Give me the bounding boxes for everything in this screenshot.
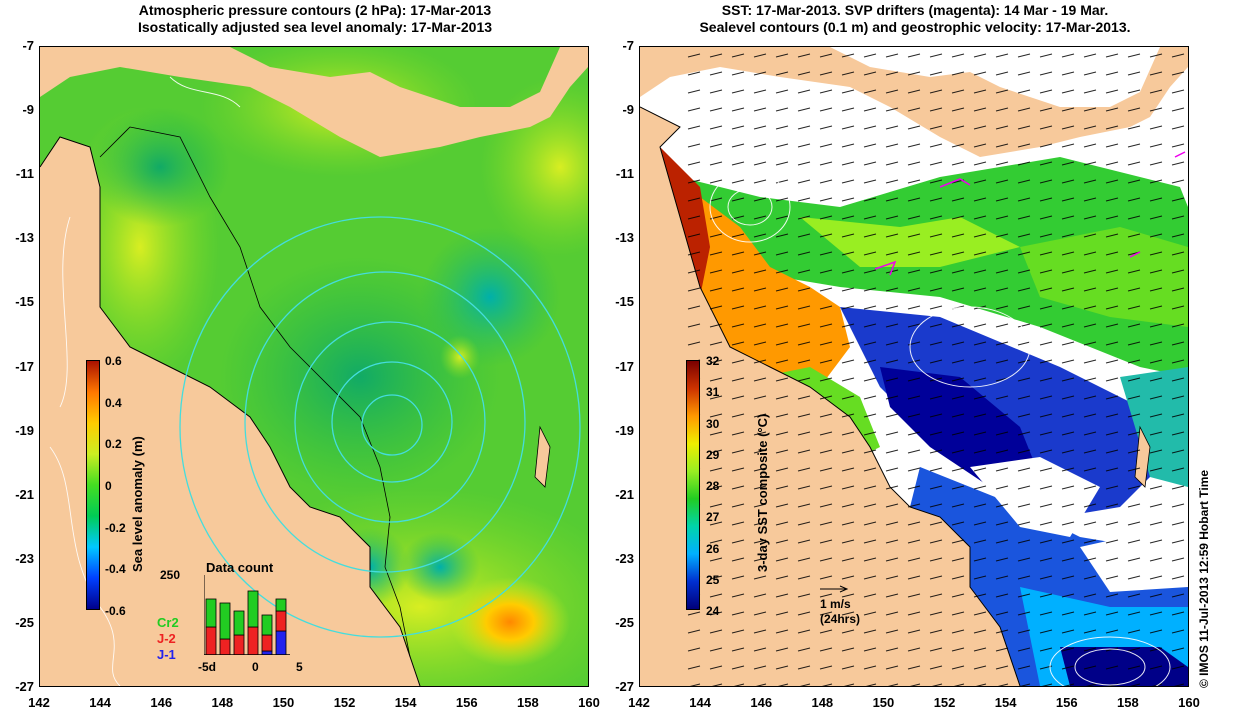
right-y-tick: -27 bbox=[615, 679, 634, 694]
left-y-tick: -21 bbox=[15, 486, 34, 502]
right-y-tick: -13 bbox=[615, 230, 634, 246]
right-y-tick: -23 bbox=[615, 550, 634, 566]
data-count-bar-green bbox=[275, 598, 287, 612]
colorbar-tick: 30 bbox=[706, 416, 720, 431]
left-x-tick: 158 bbox=[517, 695, 539, 710]
left-y-tick: -13 bbox=[15, 230, 34, 246]
data-count-chart bbox=[204, 575, 290, 655]
data-count-bar-red bbox=[261, 634, 273, 652]
data-count-xtick-0: -5d bbox=[198, 660, 216, 674]
colorbar-tick: 31 bbox=[706, 385, 720, 400]
data-count-bar-green bbox=[219, 602, 231, 640]
colorbar-tick: 0.4 bbox=[105, 395, 122, 410]
left-x-tick: 148 bbox=[211, 695, 234, 710]
sea-level-anomaly-map bbox=[39, 46, 589, 687]
left-y-tick: -25 bbox=[15, 614, 34, 630]
legend-j1: J-1 bbox=[157, 647, 176, 662]
data-count-bar-red bbox=[247, 626, 259, 655]
data-count-bar-green bbox=[205, 598, 217, 628]
left-y-tick: -15 bbox=[15, 294, 34, 310]
legend-j2: J-2 bbox=[157, 631, 176, 646]
left-x-tick: 156 bbox=[455, 695, 478, 710]
right-x-tick: 158 bbox=[1117, 695, 1139, 710]
right-y-tick: -21 bbox=[615, 486, 634, 502]
right-y-tick: -9 bbox=[622, 102, 634, 118]
right-x-tick: 150 bbox=[872, 695, 895, 710]
scale-arrow-icon bbox=[820, 585, 849, 593]
data-count-bar-red bbox=[219, 638, 231, 655]
data-count-bar-green bbox=[247, 590, 259, 628]
right-panel-title: SST: 17-Mar-2013. SVP drifters (magenta)… bbox=[640, 2, 1190, 36]
legend-cr2: Cr2 bbox=[157, 615, 179, 630]
left-panel-title: Atmospheric pressure contours (2 hPa): 1… bbox=[40, 2, 590, 36]
right-y-tick: -7 bbox=[622, 38, 634, 53]
left-colorbar bbox=[86, 360, 100, 610]
colorbar-tick: 28 bbox=[706, 479, 720, 493]
data-count-bar-red bbox=[205, 626, 217, 655]
data-count-xtick-2: 5 bbox=[296, 660, 303, 674]
right-title-line1: SST: 17-Mar-2013. SVP drifters (magenta)… bbox=[721, 2, 1109, 18]
data-count-ymax: 250 bbox=[160, 568, 181, 582]
colorbar-tick: 25 bbox=[706, 572, 720, 587]
left-x-tick: 144 bbox=[89, 695, 111, 710]
left-x-tick: 142 bbox=[28, 695, 50, 710]
data-count-bar-red bbox=[275, 610, 287, 632]
right-y-tick: -19 bbox=[615, 422, 634, 438]
right-x-tick: 144 bbox=[689, 695, 711, 710]
colorbar-tick: 0 bbox=[105, 479, 112, 493]
right-x-tick: 146 bbox=[750, 695, 773, 710]
left-x-tick: 146 bbox=[150, 695, 173, 710]
right-x-tick: 152 bbox=[933, 695, 956, 710]
right-x-tick: 148 bbox=[811, 695, 834, 710]
left-colorbar-label: Sea level anomaly (m) bbox=[130, 436, 145, 572]
colorbar-tick: -0.4 bbox=[105, 562, 126, 577]
data-count-bar-blue bbox=[275, 630, 287, 655]
right-y-tick: -15 bbox=[615, 294, 634, 310]
colorbar-tick: 26 bbox=[706, 541, 720, 556]
colorbar-tick: 24 bbox=[706, 604, 720, 618]
left-y-tick: -7 bbox=[22, 38, 34, 53]
scale-arrow-time: (24hrs) bbox=[820, 612, 861, 626]
right-title-line2: Sealevel contours (0.1 m) and geostrophi… bbox=[699, 19, 1131, 35]
data-count-bar-green bbox=[261, 614, 273, 636]
data-count-bar-green bbox=[233, 610, 245, 636]
colorbar-tick: 27 bbox=[706, 510, 720, 525]
colorbar-tick: -0.2 bbox=[105, 520, 126, 535]
colorbar-tick: 0.6 bbox=[105, 354, 122, 368]
colorbar-tick: 0.2 bbox=[105, 437, 122, 452]
left-x-tick: 154 bbox=[394, 695, 417, 710]
data-count-xtick-1: 0 bbox=[252, 660, 259, 674]
imos-credit: © IMOS 11-Jul-2013 12:59 Hobart Time bbox=[1197, 469, 1211, 688]
left-title-line1: Atmospheric pressure contours (2 hPa): 1… bbox=[138, 2, 492, 18]
left-title-line2: Isostatically adjusted sea level anomaly… bbox=[137, 19, 493, 35]
sst-composite-map bbox=[639, 46, 1189, 687]
left-x-tick: 160 bbox=[578, 695, 600, 710]
left-y-tick: -23 bbox=[15, 550, 34, 566]
right-y-tick: -17 bbox=[615, 358, 634, 374]
right-y-tick: -11 bbox=[615, 166, 634, 182]
right-colorbar-label: 3-day SST composite (°C) bbox=[755, 413, 770, 572]
right-colorbar bbox=[686, 360, 700, 610]
left-y-tick: -19 bbox=[15, 422, 34, 438]
left-x-tick: 152 bbox=[333, 695, 356, 710]
right-x-tick: 160 bbox=[1178, 695, 1200, 710]
left-y-tick: -9 bbox=[22, 102, 34, 118]
colorbar-tick: -0.6 bbox=[105, 604, 126, 618]
right-x-tick: 154 bbox=[994, 695, 1017, 710]
right-x-tick: 142 bbox=[628, 695, 650, 710]
right-y-tick: -25 bbox=[615, 614, 634, 630]
left-x-tick: 150 bbox=[272, 695, 295, 710]
right-x-tick: 156 bbox=[1055, 695, 1078, 710]
left-y-tick: -17 bbox=[15, 358, 34, 374]
colorbar-tick: 32 bbox=[706, 354, 720, 368]
left-y-tick: -27 bbox=[15, 679, 34, 694]
left-y-tick: -11 bbox=[15, 166, 34, 182]
data-count-bar-red bbox=[233, 634, 245, 655]
scale-arrow-speed: 1 m/s bbox=[820, 597, 851, 611]
colorbar-tick: 29 bbox=[706, 447, 720, 462]
data-count-title: Data count bbox=[206, 560, 274, 575]
